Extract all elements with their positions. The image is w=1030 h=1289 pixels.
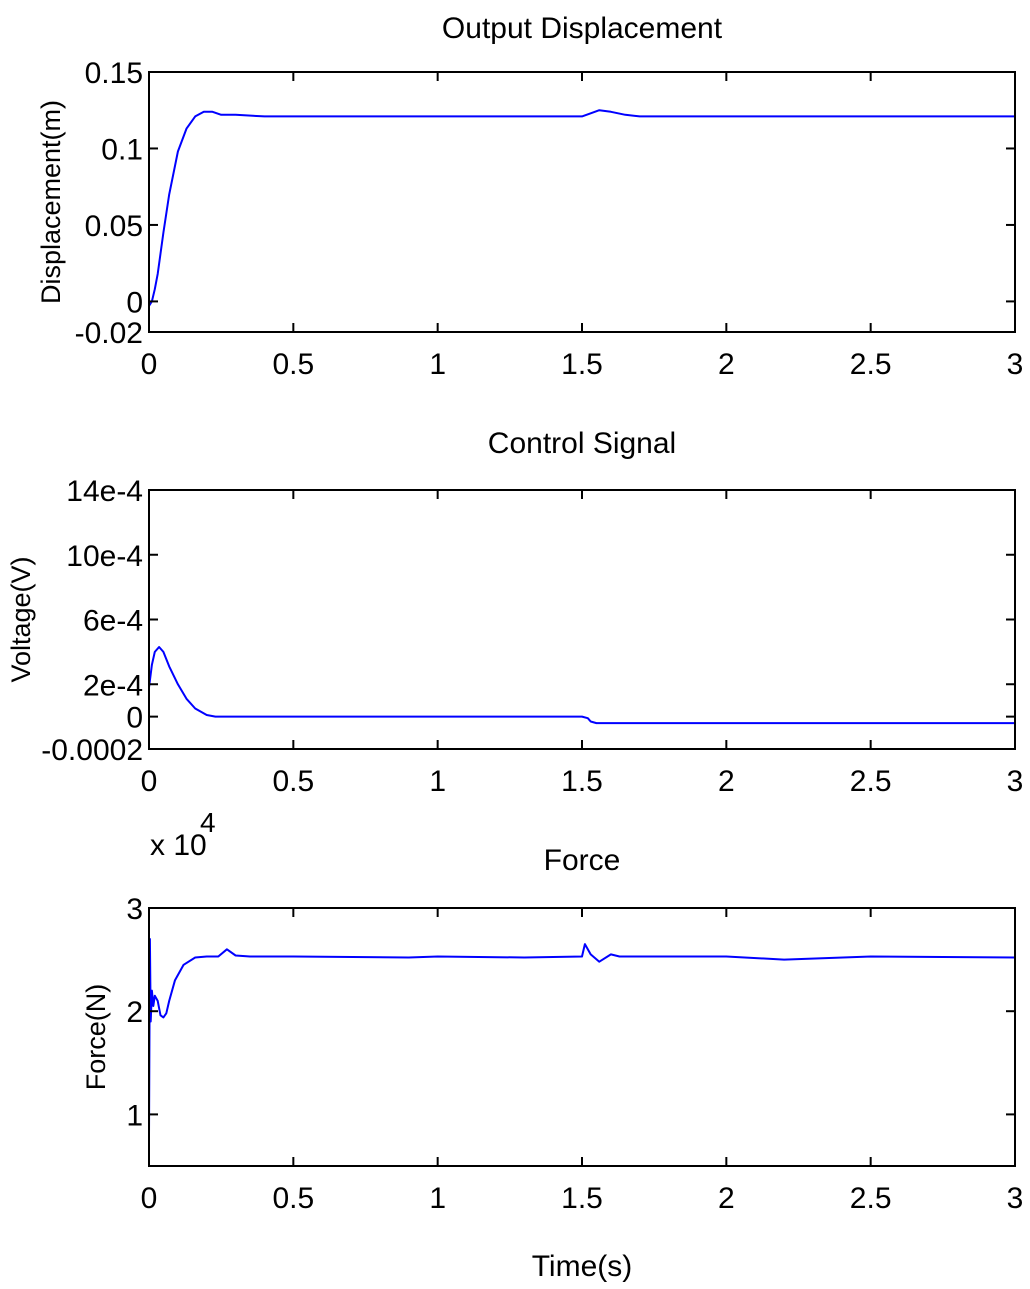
- y-multiplier-exponent: 4: [200, 807, 216, 838]
- y-tick-label: 0.15: [85, 57, 143, 90]
- x-tick-label: 1.5: [561, 765, 603, 798]
- x-tick-label: 0: [141, 348, 158, 381]
- y-tick-label: 0.05: [85, 210, 143, 243]
- y-axis-label: Displacement(m): [36, 100, 66, 304]
- axes-frame: [148, 489, 1016, 750]
- x-tick-label: 2.5: [850, 1182, 892, 1215]
- x-tick-label: 0.5: [272, 765, 314, 798]
- series-line: [149, 646, 1015, 725]
- y-tick-label: -0.0002: [41, 734, 143, 767]
- displacement-subplot: Output Displacement 0 0.5 1 1.5 2 2.5 3 -0.020 0.…: [36, 12, 1023, 381]
- force-subplot: Force 0 0.5 1 1.5 2 2.5 3 1 2 3 Force(N) Time(s) x 10…: [81, 807, 1023, 1283]
- y-tick-label: 14e-4: [66, 475, 143, 508]
- x-tick-label: 0.5: [272, 348, 314, 381]
- y-tick-label: 2e-4: [83, 669, 143, 702]
- chart-title: Force: [544, 844, 621, 877]
- y-tick-label: 10e-4: [66, 540, 143, 573]
- axes-frame: [148, 71, 1016, 333]
- x-tick-label: 3: [1007, 348, 1024, 381]
- x-tick-label: 2.5: [850, 765, 892, 798]
- y-tick-label: 1: [126, 1099, 143, 1132]
- y-tick-label: 0: [126, 702, 143, 735]
- x-tick-label: 1.5: [561, 1182, 603, 1215]
- x-tick-label: 3: [1007, 1182, 1024, 1215]
- series-line: [149, 109, 1015, 307]
- x-tick-label: 2: [718, 765, 735, 798]
- y-axis-label: Voltage(V): [6, 556, 36, 682]
- series-line: [149, 938, 1015, 1136]
- y-tick-label: 2: [126, 996, 143, 1029]
- y-axis-label: Force(N): [81, 984, 111, 1091]
- y-multiplier-label: x 10: [150, 829, 207, 862]
- x-tick-label: 2: [718, 1182, 735, 1215]
- y-tick-label: 6e-4: [83, 605, 143, 638]
- y-tick-label: -0.02: [75, 317, 143, 350]
- y-tick-label: 3: [126, 893, 143, 926]
- y-tick-label: 0: [126, 286, 143, 319]
- x-tick-label: 0.5: [272, 1182, 314, 1215]
- x-tick-label: 2: [718, 348, 735, 381]
- y-tick-label: 0.1: [101, 133, 143, 166]
- x-tick-label: 1: [429, 765, 446, 798]
- x-axis-label: Time(s): [532, 1250, 633, 1283]
- x-tick-label: 1.5: [561, 348, 603, 381]
- chart-title: Control Signal: [488, 427, 676, 460]
- x-tick-label: 2.5: [850, 348, 892, 381]
- x-tick-label: 1: [429, 1182, 446, 1215]
- axes-frame: [148, 907, 1016, 1167]
- x-tick-label: 0: [141, 1182, 158, 1215]
- chart-title: Output Displacement: [442, 12, 723, 45]
- x-tick-label: 1: [429, 348, 446, 381]
- x-tick-label: 0: [141, 765, 158, 798]
- x-tick-label: 3: [1007, 765, 1024, 798]
